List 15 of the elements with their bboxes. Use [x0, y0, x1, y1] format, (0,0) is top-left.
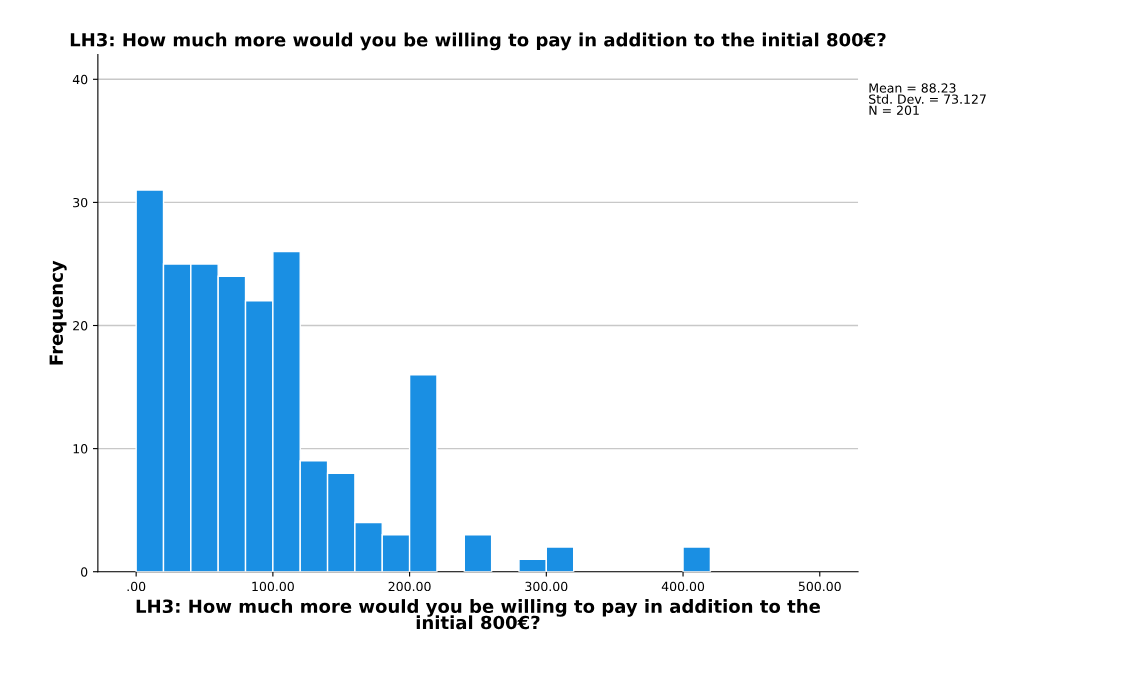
y-tick-label: 0: [81, 567, 88, 577]
x-tick-label: .00: [127, 581, 146, 592]
chart-title: LH3: How much more would you be willing to pay in addition to the initial 800€?: [70, 32, 886, 51]
x-tick-label: 200.00: [388, 581, 431, 592]
x-axis-title: LH3: How much more would you be willing to pay in addition to the initial 800€?: [136, 599, 820, 630]
y-tick-label: 10: [73, 444, 88, 454]
x-tick-label: 100.00: [252, 581, 294, 592]
x-tick-label: 300.00: [525, 581, 568, 592]
text: Mean = 88.23 Std. Dev. = 73.127 N = 201: [869, 83, 986, 115]
y-tick-label: 30: [73, 197, 88, 208]
y-tick-label: 40: [72, 74, 88, 85]
x-tick-label: 400.00: [661, 581, 705, 592]
x-tick-label: 500.00: [798, 581, 841, 592]
y-tick-label: 20: [73, 320, 88, 331]
y-axis-title: Frequency: [49, 260, 67, 365]
